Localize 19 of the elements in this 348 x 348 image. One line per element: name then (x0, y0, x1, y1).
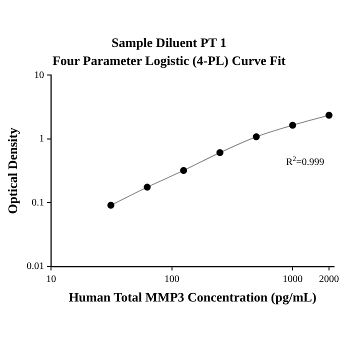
x-tick-label: 10 (46, 274, 56, 286)
point (252, 133, 260, 140)
y-tick-label: 1 (39, 134, 44, 145)
y-tick-label: 10 (34, 70, 44, 81)
chart-subtitle: Four Parameter Logistic (4-PL) Curve Fit (52, 52, 286, 68)
x-tick-label: 100 (164, 274, 180, 286)
point (180, 166, 188, 174)
y-axis-title: Optical Density (5, 127, 20, 214)
point (289, 122, 296, 129)
x-tick-label: 1000 (282, 274, 303, 286)
x-axis-title: Human Total MMP3 Concentration (pg/mL) (68, 290, 316, 305)
y-tick-label: 0.1 (32, 197, 44, 208)
point (216, 149, 224, 156)
point (144, 184, 151, 191)
point (326, 112, 332, 119)
point (107, 202, 114, 209)
x-tick-label: 2000 (319, 274, 339, 286)
y-tick-label: 0.01 (26, 261, 44, 272)
chart-title: Sample Diluent PT 1 (112, 35, 226, 50)
